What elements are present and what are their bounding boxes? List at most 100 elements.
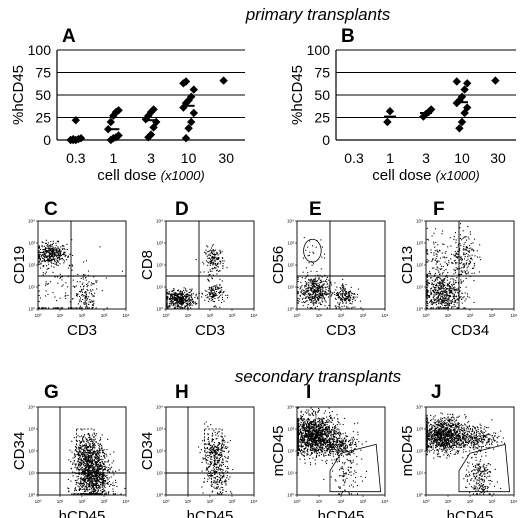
event-point xyxy=(172,304,174,307)
event-point xyxy=(342,287,344,289)
event-point xyxy=(92,439,94,441)
x-tick-label: 30 xyxy=(218,150,234,166)
event-point xyxy=(179,297,181,299)
event-point xyxy=(87,307,89,309)
event-point xyxy=(187,301,189,303)
event-point xyxy=(431,260,433,262)
event-point xyxy=(78,458,80,460)
event-point xyxy=(440,282,442,284)
event-point xyxy=(467,256,469,258)
event-point xyxy=(85,260,87,262)
event-point xyxy=(85,479,87,481)
event-point xyxy=(213,449,215,451)
event-point xyxy=(69,307,72,309)
event-point xyxy=(110,483,112,485)
event-point xyxy=(68,459,70,461)
event-point xyxy=(102,455,105,457)
event-point xyxy=(81,448,83,450)
event-point xyxy=(210,258,212,260)
event-point xyxy=(190,289,193,291)
event-point xyxy=(345,301,347,303)
event-point xyxy=(207,278,209,280)
event-point xyxy=(98,485,100,487)
event-point xyxy=(348,300,351,302)
event-point xyxy=(305,249,307,251)
event-point xyxy=(321,246,324,248)
event-point xyxy=(95,490,97,492)
event-point xyxy=(45,271,47,273)
event-point xyxy=(101,493,103,495)
event-point xyxy=(179,299,182,301)
event-point xyxy=(316,285,318,287)
event-point xyxy=(334,444,336,446)
event-point xyxy=(60,258,62,260)
event-point xyxy=(441,299,443,301)
event-point xyxy=(99,443,101,446)
event-point xyxy=(204,423,206,425)
event-point xyxy=(442,307,444,309)
event-point xyxy=(327,292,329,294)
event-point xyxy=(187,300,189,302)
event-point xyxy=(300,292,302,294)
event-point xyxy=(98,469,100,471)
event-point xyxy=(79,483,81,485)
event-point xyxy=(103,452,106,454)
event-point xyxy=(209,253,211,255)
event-point xyxy=(50,254,52,256)
event-point xyxy=(91,458,93,460)
event-point xyxy=(211,260,213,263)
event-point xyxy=(94,450,96,453)
event-point xyxy=(85,446,87,449)
event-point xyxy=(82,440,84,442)
event-point xyxy=(455,267,457,269)
event-point xyxy=(207,438,209,440)
event-point xyxy=(222,265,224,267)
event-point xyxy=(212,295,214,297)
event-point xyxy=(55,252,57,254)
event-point xyxy=(307,295,309,297)
event-point xyxy=(97,456,100,459)
event-point xyxy=(207,478,209,480)
event-point xyxy=(323,298,326,300)
event-point xyxy=(346,296,348,298)
event-point xyxy=(437,296,439,299)
event-point xyxy=(87,490,89,492)
event-point xyxy=(435,228,437,230)
event-point xyxy=(53,251,55,253)
event-point xyxy=(98,458,100,460)
event-point xyxy=(211,270,213,272)
event-point xyxy=(79,455,81,457)
event-point xyxy=(227,294,229,296)
event-point xyxy=(92,478,94,480)
event-point xyxy=(217,448,219,450)
event-point xyxy=(210,299,212,301)
event-point xyxy=(50,259,52,261)
event-point xyxy=(344,297,346,300)
event-point xyxy=(94,466,96,468)
event-point xyxy=(219,306,221,308)
event-point xyxy=(303,418,305,420)
event-point xyxy=(469,262,472,264)
event-point xyxy=(442,292,444,294)
event-point xyxy=(312,284,314,287)
event-point xyxy=(307,297,309,299)
event-point xyxy=(65,295,67,297)
event-point xyxy=(82,479,84,481)
event-point xyxy=(201,292,203,294)
event-point xyxy=(79,465,81,467)
event-point xyxy=(305,267,308,269)
event-point xyxy=(71,265,74,267)
event-point xyxy=(319,289,321,292)
event-point xyxy=(313,426,315,428)
event-point xyxy=(93,451,95,453)
event-point xyxy=(83,477,85,479)
event-point xyxy=(45,256,47,258)
event-point xyxy=(447,246,449,248)
event-point xyxy=(211,256,213,258)
event-point xyxy=(343,294,345,296)
event-point xyxy=(124,487,126,489)
event-point xyxy=(436,250,438,252)
event-point xyxy=(210,484,212,486)
event-point xyxy=(210,424,212,426)
